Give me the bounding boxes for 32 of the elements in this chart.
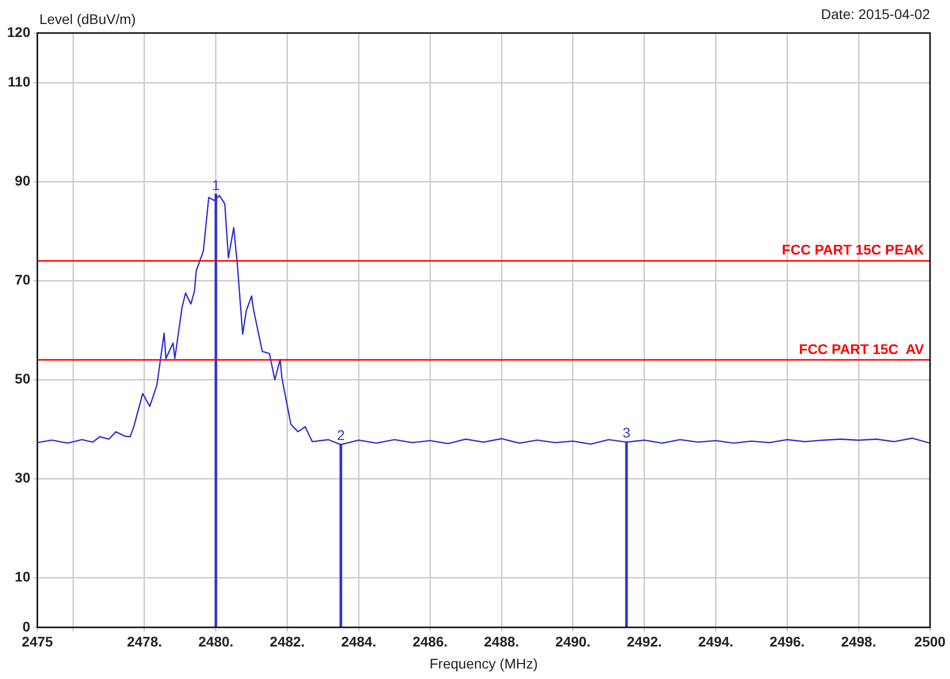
- y-tick-label: 90: [14, 172, 31, 188]
- x-tick-label: 2496.: [770, 634, 805, 650]
- y-axis-title: Level (dBuV/m): [39, 11, 136, 27]
- y-tick-label: 70: [14, 272, 31, 288]
- annotation: 3: [622, 424, 631, 441]
- x-tick-label: 2500: [914, 634, 946, 650]
- ref-line-label: FCC PART 15C PEAK: [782, 242, 924, 258]
- ref-line-label: FCC PART 15C AV: [799, 340, 925, 357]
- y-tick-label: 0: [22, 618, 31, 634]
- annotation: 2: [336, 426, 345, 443]
- y-tick-label: 30: [14, 470, 31, 486]
- x-tick-label: 2498.: [841, 634, 876, 650]
- x-tick-label: 2490.: [555, 634, 590, 650]
- y-tick-label: 110: [8, 73, 31, 90]
- annotation: 1: [212, 176, 220, 193]
- x-tick-label: 2480.: [198, 634, 234, 650]
- bar: [214, 194, 218, 627]
- x-tick-label: 2488.: [484, 634, 520, 650]
- bar: [625, 441, 628, 627]
- y-tick-label: 10: [14, 568, 31, 585]
- y-tick-label: 50: [14, 370, 31, 387]
- x-tick-label: 2475: [22, 634, 54, 650]
- x-tick-label: 2478.: [126, 634, 162, 650]
- x-tick-label: 2484.: [341, 634, 376, 650]
- y-tick-label: 120: [7, 24, 31, 40]
- x-tick-label: 2482.: [270, 634, 305, 650]
- x-tick-label: 2494.: [698, 634, 734, 650]
- x-tick-label: 2486.: [412, 634, 448, 650]
- text: Date: 2015-04-02: [821, 6, 930, 22]
- x-axis-title: Frequency (MHz): [430, 655, 538, 672]
- bar: [340, 444, 342, 627]
- x-tick-label: 2492.: [626, 634, 662, 650]
